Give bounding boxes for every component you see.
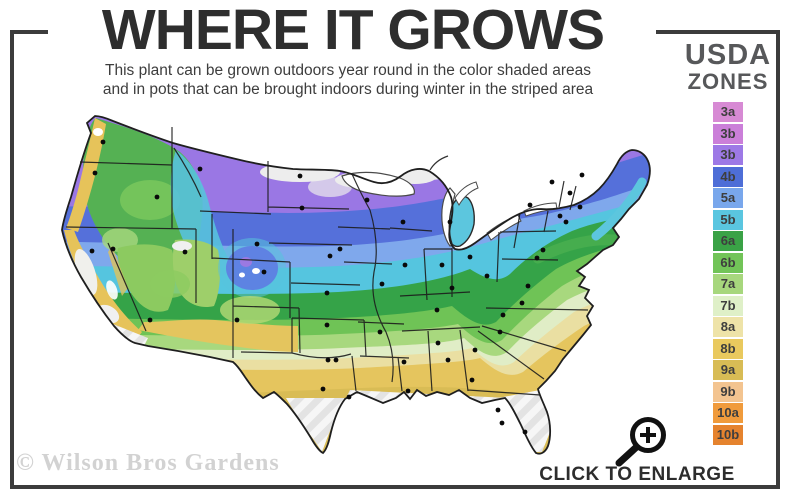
frame-border-right (776, 30, 780, 489)
usda-zones-legend: USDA ZONES 3a 3b 3b 4b 5a 5b 6a 6b 7a 7b 8a 8b 9a 9b 1… (678, 40, 778, 446)
zone-swatch: 8b (713, 338, 743, 359)
zone-swatch: 3a (713, 102, 743, 122)
zone-swatch: 4b (713, 166, 743, 187)
subtitle-line-2: and in pots that can be brought indoors … (102, 81, 594, 98)
zone-swatch: 3b (713, 145, 743, 165)
subtitle-line-1: This plant can be grown outdoors year ro… (105, 62, 591, 79)
magnifier-zoom-icon[interactable] (610, 408, 670, 470)
zone-swatch: 5a (713, 188, 743, 208)
zone-swatch: 10a (713, 403, 743, 423)
watermark: © Wilson Bros Gardens (16, 450, 280, 476)
page-title: WHERE IT GROWS (101, 0, 605, 62)
zone-swatch: 6b (713, 252, 743, 273)
zone-swatch: 7b (713, 295, 743, 316)
legend-title-usda: USDA (684, 39, 772, 71)
zone-swatch: 10b (713, 424, 743, 445)
zone-list: 3a 3b 3b 4b 5a 5b 6a 6b 7a 7b 8a 8b 9a 9b 10a 10b (678, 102, 778, 445)
legend-title-zones: ZONES (687, 69, 769, 94)
zone-swatch: 9b (713, 381, 743, 402)
zone-swatch: 9a (713, 360, 743, 380)
zone-swatch: 5b (713, 209, 743, 230)
zone-swatch: 6a (713, 231, 743, 251)
click-to-enlarge-button[interactable]: CLICK TO ENLARGE (539, 464, 735, 485)
zone-swatch: 7a (713, 274, 743, 294)
zone-swatch: 3b (713, 123, 743, 144)
frame-border-top-left (10, 30, 48, 34)
frame-border-top-right (656, 30, 780, 34)
subtitle: This plant can be grown outdoors year ro… (0, 61, 696, 99)
frame-border-left (10, 30, 14, 489)
frame-border-bottom (10, 485, 780, 489)
city-dots (89, 139, 585, 435)
zone-swatch: 8a (713, 317, 743, 337)
